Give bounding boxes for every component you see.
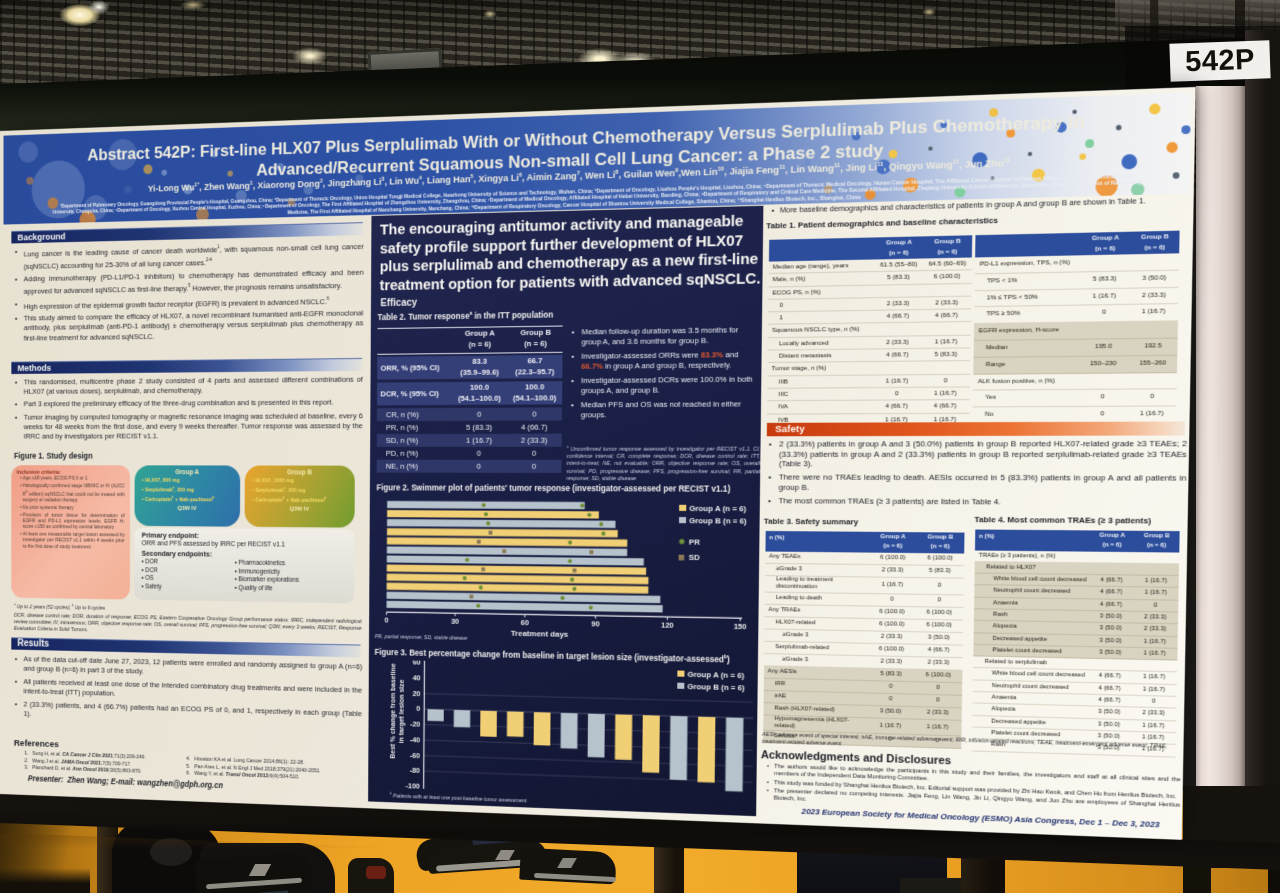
- svg-text:-80: -80: [410, 768, 421, 776]
- svg-text:60: 60: [413, 660, 421, 667]
- svg-text:90: 90: [591, 621, 600, 629]
- svg-text:Treatment days: Treatment days: [511, 628, 569, 639]
- svg-text:150: 150: [734, 624, 747, 632]
- svg-text:20: 20: [412, 690, 420, 698]
- svg-text:Group A (n = 6): Group A (n = 6): [689, 504, 747, 513]
- svg-text:Group B (n = 6): Group B (n = 6): [687, 682, 745, 692]
- svg-text:120: 120: [661, 622, 674, 630]
- svg-text:SD: SD: [689, 553, 700, 562]
- svg-text:-20: -20: [410, 721, 421, 729]
- svg-text:30: 30: [451, 619, 459, 627]
- svg-text:40: 40: [413, 675, 421, 683]
- svg-text:-60: -60: [410, 752, 421, 760]
- svg-text:60: 60: [521, 620, 529, 628]
- svg-text:Best % change from baseline: Best % change from baseline: [390, 663, 398, 759]
- svg-text:0: 0: [384, 617, 388, 625]
- svg-text:Group B (n = 6): Group B (n = 6): [689, 517, 747, 526]
- svg-text:Group A (n = 6): Group A (n = 6): [687, 670, 745, 680]
- svg-text:0: 0: [416, 706, 420, 714]
- svg-text:-40: -40: [410, 737, 421, 745]
- svg-text:PR: PR: [689, 538, 701, 547]
- svg-text:in target lesion size: in target lesion size: [398, 679, 406, 743]
- svg-text:-100: -100: [406, 783, 420, 791]
